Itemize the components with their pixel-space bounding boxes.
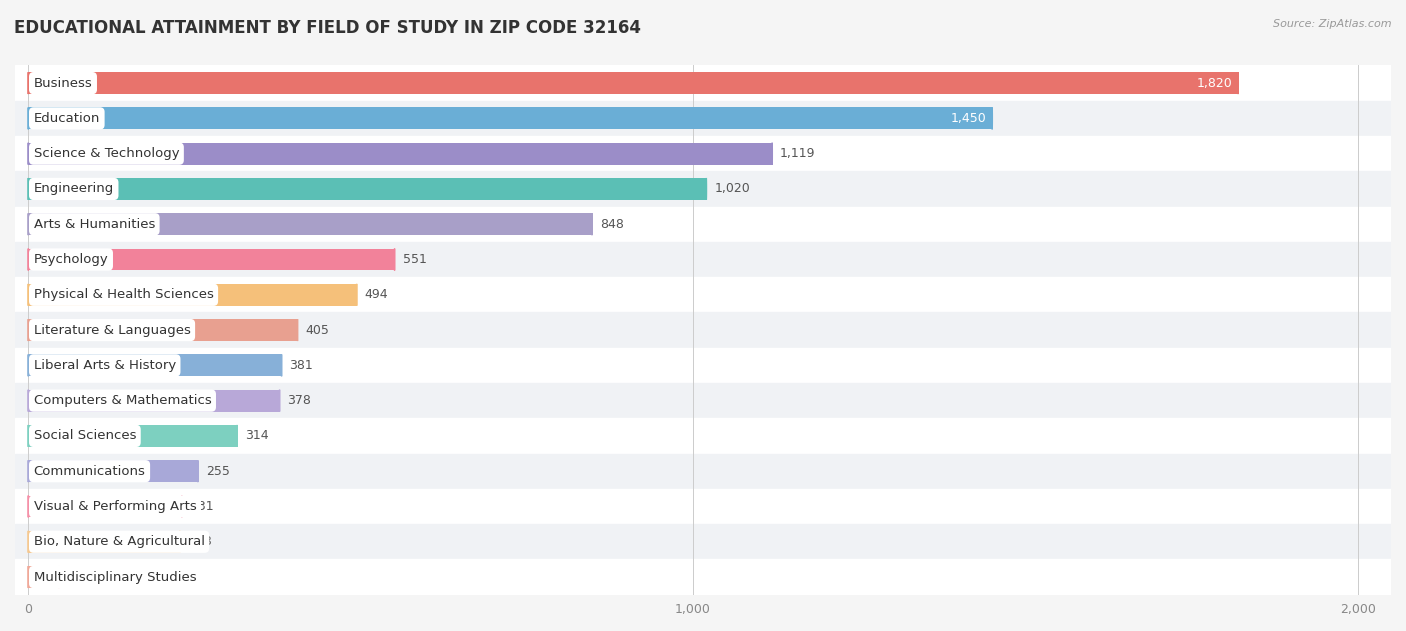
Bar: [28, 460, 198, 482]
Bar: [15, 172, 1391, 206]
Text: 381: 381: [290, 359, 314, 372]
Text: 1,820: 1,820: [1197, 76, 1233, 90]
Bar: [28, 107, 993, 129]
Text: Business: Business: [34, 76, 93, 90]
Bar: [15, 277, 1391, 312]
Text: Social Sciences: Social Sciences: [34, 430, 136, 442]
Text: 378: 378: [288, 394, 311, 407]
Text: Physical & Health Sciences: Physical & Health Sciences: [34, 288, 214, 301]
Text: 255: 255: [205, 464, 229, 478]
Text: 46: 46: [67, 570, 83, 584]
Bar: [15, 524, 1391, 560]
Bar: [15, 560, 1391, 594]
Bar: [15, 489, 1391, 524]
Text: 551: 551: [402, 253, 426, 266]
Text: 1,450: 1,450: [950, 112, 987, 125]
Text: Education: Education: [34, 112, 100, 125]
Bar: [15, 206, 1391, 242]
Text: EDUCATIONAL ATTAINMENT BY FIELD OF STUDY IN ZIP CODE 32164: EDUCATIONAL ATTAINMENT BY FIELD OF STUDY…: [14, 19, 641, 37]
Bar: [15, 312, 1391, 348]
Bar: [28, 566, 59, 588]
Bar: [15, 242, 1391, 277]
Bar: [15, 66, 1391, 101]
Text: Communications: Communications: [34, 464, 145, 478]
Text: Arts & Humanities: Arts & Humanities: [34, 218, 155, 231]
Text: 314: 314: [245, 430, 269, 442]
Bar: [28, 249, 395, 271]
Bar: [15, 383, 1391, 418]
Text: 405: 405: [305, 324, 329, 336]
Bar: [28, 319, 298, 341]
Bar: [28, 355, 281, 376]
Bar: [15, 418, 1391, 454]
Bar: [28, 213, 592, 235]
Bar: [28, 178, 706, 200]
Bar: [15, 101, 1391, 136]
Text: Liberal Arts & History: Liberal Arts & History: [34, 359, 176, 372]
Text: Psychology: Psychology: [34, 253, 108, 266]
Bar: [28, 390, 280, 411]
Text: 848: 848: [600, 218, 624, 231]
Text: 228: 228: [188, 535, 211, 548]
Text: Bio, Nature & Agricultural: Bio, Nature & Agricultural: [34, 535, 205, 548]
Text: Literature & Languages: Literature & Languages: [34, 324, 190, 336]
Text: 1,119: 1,119: [780, 147, 815, 160]
Bar: [28, 495, 181, 517]
Bar: [15, 454, 1391, 489]
Text: Multidisciplinary Studies: Multidisciplinary Studies: [34, 570, 197, 584]
Text: Source: ZipAtlas.com: Source: ZipAtlas.com: [1274, 19, 1392, 29]
Bar: [28, 72, 1239, 94]
Bar: [28, 143, 772, 165]
Bar: [15, 136, 1391, 172]
Bar: [28, 425, 238, 447]
Text: 494: 494: [364, 288, 388, 301]
Text: Visual & Performing Arts: Visual & Performing Arts: [34, 500, 197, 513]
Text: Science & Technology: Science & Technology: [34, 147, 179, 160]
Text: Computers & Mathematics: Computers & Mathematics: [34, 394, 211, 407]
Text: Engineering: Engineering: [34, 182, 114, 196]
Bar: [28, 531, 180, 553]
Bar: [15, 348, 1391, 383]
Bar: [28, 284, 357, 306]
Text: 1,020: 1,020: [714, 182, 749, 196]
Text: 231: 231: [190, 500, 214, 513]
